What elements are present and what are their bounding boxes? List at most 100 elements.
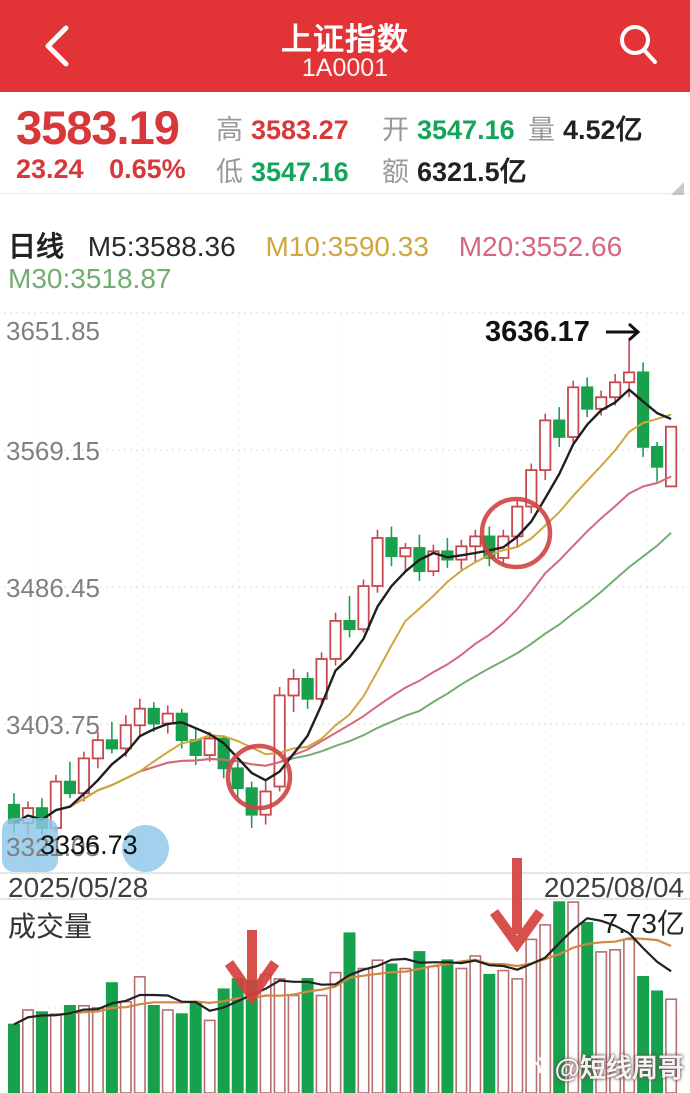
- ma5-label: M5:3588.36: [87, 231, 236, 262]
- resize-handle-icon: [671, 182, 684, 195]
- volume-bar: [77, 1004, 90, 1093]
- candle: [385, 537, 398, 558]
- candle: [651, 445, 664, 468]
- candle: [231, 767, 244, 790]
- period-tab-daily[interactable]: 日线: [8, 231, 65, 262]
- volume-scale-value: 7.73亿: [602, 908, 686, 939]
- volume-pane-title: 成交量: [8, 911, 93, 942]
- y-axis-tick: 3569.15: [6, 436, 100, 466]
- volume-bar: [441, 959, 454, 1093]
- volume-bar: [147, 1004, 160, 1093]
- peak-price-annotation: 3636.17: [485, 316, 590, 348]
- blue-sticker-circle: [122, 825, 169, 872]
- volume-bar: [63, 1004, 76, 1093]
- volume-bar: [35, 1011, 48, 1093]
- candle: [455, 545, 468, 561]
- volume-bar: [427, 965, 440, 1093]
- volume-bar: [175, 1013, 188, 1093]
- candle: [133, 707, 146, 727]
- volume-bar: [287, 994, 300, 1093]
- back-chevron-icon: [45, 25, 69, 67]
- volume-bar: [273, 978, 286, 1093]
- candle: [427, 550, 440, 573]
- price-change-pct: 0.65%: [109, 154, 186, 184]
- x-axis-end-date: 2025/08/04: [543, 872, 684, 903]
- candle: [119, 724, 132, 750]
- ma20-label: M20:3552.66: [458, 231, 623, 262]
- candle: [567, 386, 580, 438]
- volume-bar: [511, 978, 524, 1093]
- blue-sticker-rect: [2, 818, 58, 872]
- volume-bar: [119, 1000, 132, 1093]
- candle: [399, 547, 412, 558]
- price-change-row: 23.24 0.65%: [16, 154, 204, 185]
- last-price: 3583.19: [16, 101, 180, 154]
- candle: [63, 780, 76, 795]
- candle: [637, 371, 650, 448]
- back-button[interactable]: [30, 16, 86, 76]
- volume-bar: [315, 994, 328, 1093]
- x-axis-start-date: 2025/05/28: [8, 872, 149, 903]
- candle: [469, 535, 482, 548]
- watermark-handle: @短线周哥: [554, 1053, 684, 1083]
- candle: [245, 787, 258, 816]
- quote-field-turnover: 额 6321.5亿: [382, 157, 527, 187]
- candle: [623, 371, 636, 384]
- volume-bar: [497, 969, 510, 1093]
- volume-bar: [343, 932, 356, 1093]
- candle: [553, 419, 566, 438]
- candle: [77, 757, 90, 795]
- volume-bar: [8, 1023, 20, 1093]
- volume-bar: [371, 959, 384, 1093]
- candle: [189, 739, 202, 757]
- volume-bar: [259, 973, 272, 1093]
- volume-bar: [301, 978, 314, 1093]
- volume-bar: [357, 967, 370, 1093]
- volume-bar: [623, 938, 636, 1093]
- volume-bar: [385, 963, 398, 1093]
- candle: [525, 469, 538, 508]
- y-axis-tick: 3486.45: [6, 573, 100, 603]
- price-ma-lines: [13, 387, 672, 825]
- stock-code: 1A0001: [301, 54, 389, 82]
- volume-bar: [161, 1009, 174, 1093]
- volume-bar: [189, 1002, 202, 1093]
- quote-field-low: 低 3547.16: [216, 157, 349, 187]
- ma30-label: M30:3518.87: [8, 263, 172, 294]
- volume-bar: [469, 955, 482, 1093]
- candle: [105, 739, 118, 750]
- volume-ma-lines: [13, 917, 672, 1026]
- volume-bar: [665, 998, 678, 1093]
- candle: [329, 620, 342, 660]
- ma-legend-row-2: M30:3518.87: [8, 263, 171, 295]
- volume-ma5-line: [13, 917, 672, 1026]
- candle: [203, 737, 216, 757]
- ma-legend-row: 日线 M5:3588.36 M10:3590.33 M20:3552.66: [8, 225, 622, 265]
- candle: [539, 419, 552, 471]
- candle: [315, 658, 328, 700]
- volume-bar: [105, 982, 118, 1093]
- volume-bar: [595, 951, 608, 1093]
- candle: [301, 678, 314, 700]
- watermark: @短线周哥: [523, 1048, 684, 1085]
- candle: [357, 585, 370, 631]
- ma10-label: M10:3590.33: [265, 231, 429, 262]
- volume-bar: [483, 973, 496, 1093]
- candle: [371, 537, 384, 587]
- quote-field-high: 高 3583.27: [216, 115, 349, 145]
- candle: [343, 620, 356, 631]
- quote-field-open: 开 3547.16: [382, 115, 515, 145]
- page-title: 上证指数: [281, 22, 409, 57]
- volume-bar: [539, 924, 552, 1093]
- volume-bar: [21, 1009, 34, 1093]
- search-button[interactable]: [612, 18, 664, 74]
- candle: [609, 381, 622, 399]
- candle: [91, 739, 104, 760]
- app-header: 上证指数 1A0001: [0, 0, 690, 92]
- volume-bar: [91, 1007, 104, 1093]
- y-axis-tick: 3321.05: [6, 832, 100, 862]
- y-axis-tick: 3403.75: [6, 710, 100, 740]
- volume-bar: [231, 978, 244, 1093]
- quote-field-volume: 量 4.52亿: [528, 115, 643, 145]
- price-change: 23.24: [16, 154, 84, 184]
